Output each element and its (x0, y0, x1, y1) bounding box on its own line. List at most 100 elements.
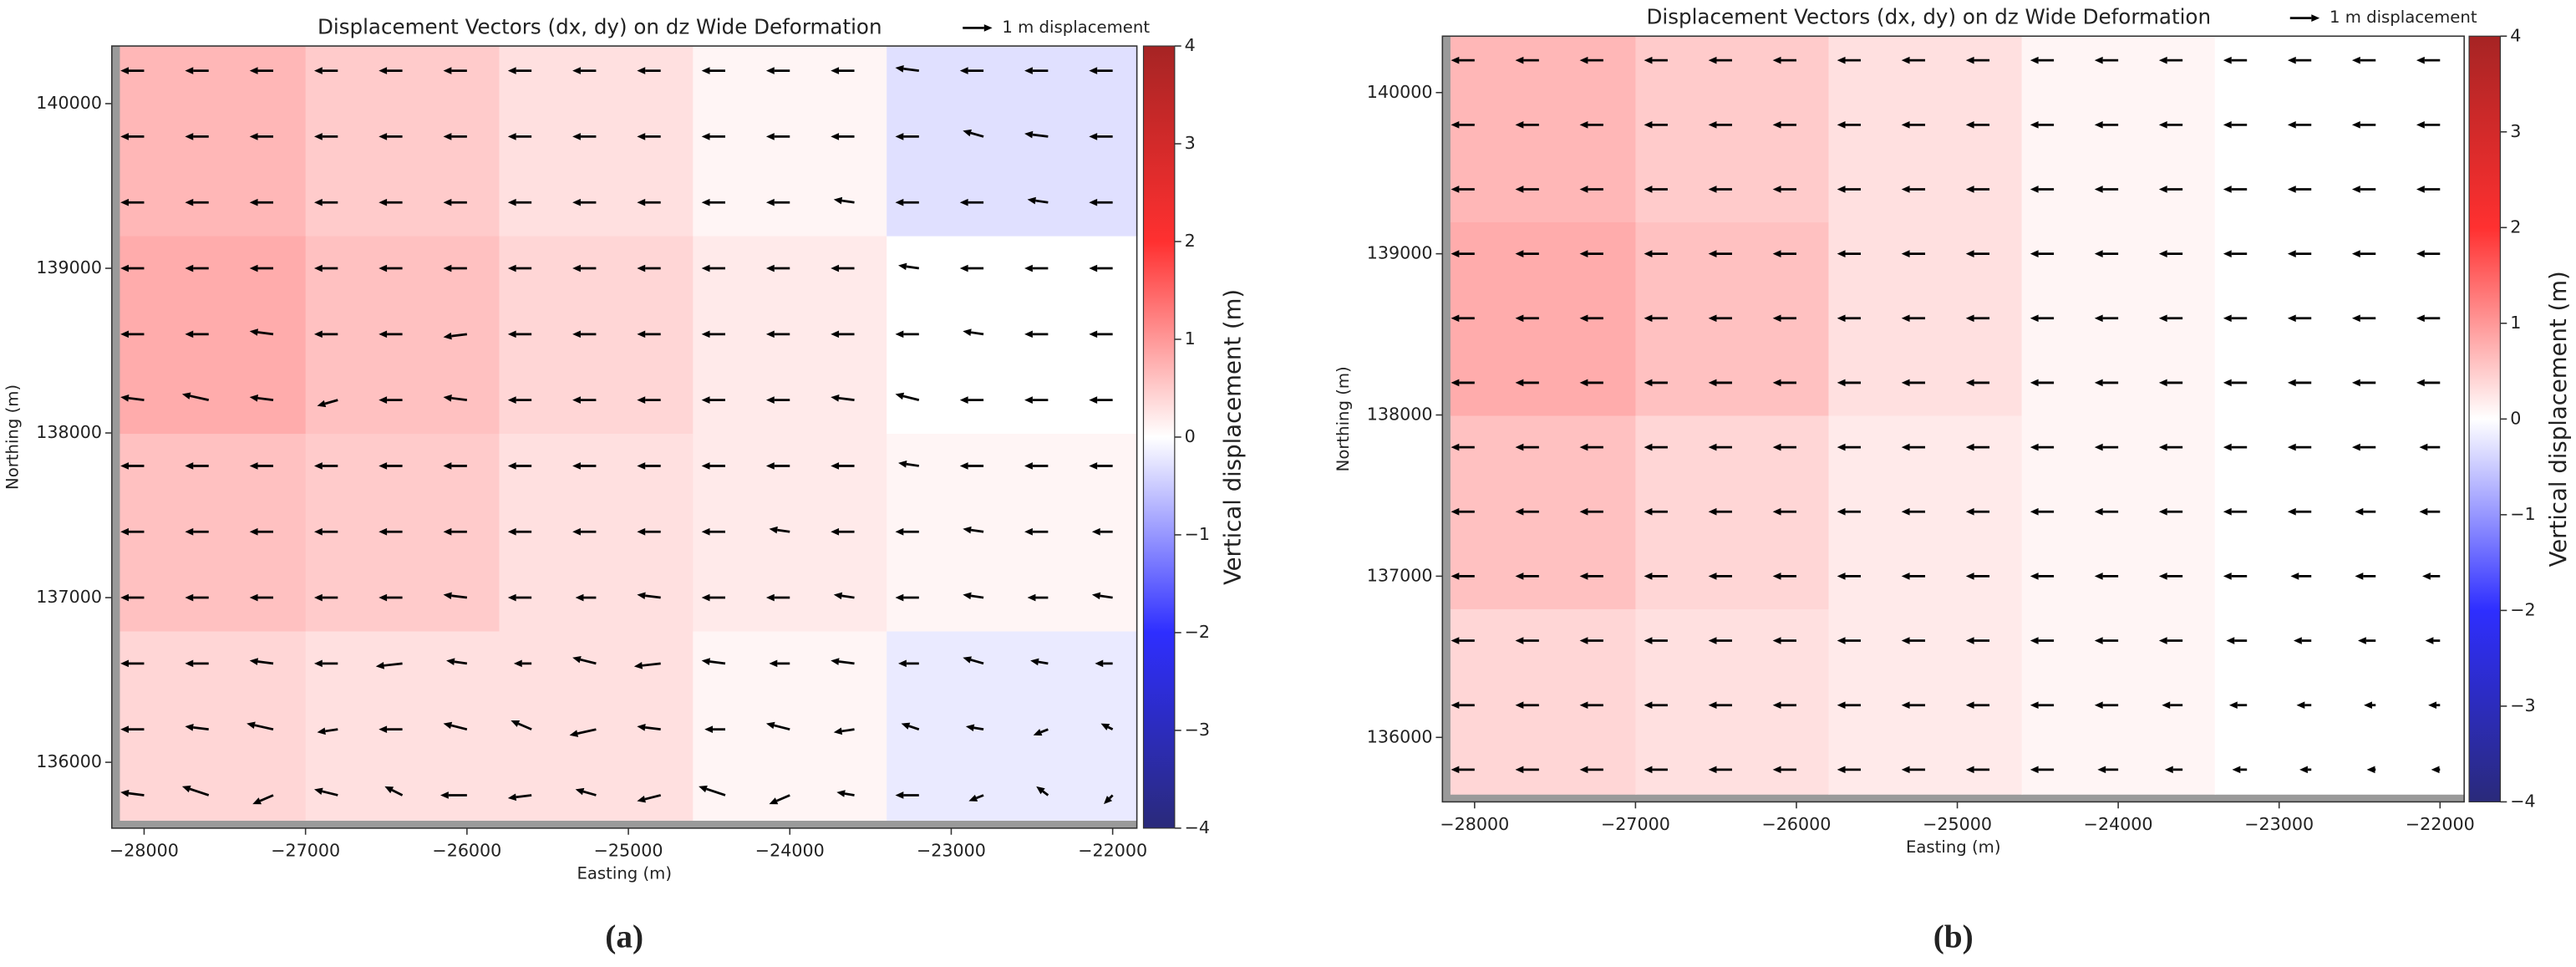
arrow-shaft (451, 333, 468, 338)
arrow-head (1708, 637, 1717, 644)
arrow-head (379, 198, 388, 206)
arrow-head (1024, 264, 1033, 272)
arrow (507, 67, 532, 74)
arrow (959, 67, 984, 74)
arrow (1644, 766, 1668, 774)
arrow (1089, 330, 1113, 338)
arrow-head (2030, 637, 2039, 644)
arrow (1091, 527, 1113, 536)
arrow (2030, 701, 2055, 710)
arrow-head (2287, 507, 2296, 516)
arrow-head (507, 67, 516, 74)
x-tick-label: −22000 (1078, 840, 1147, 860)
arrow-head (120, 264, 129, 272)
arrow (2299, 766, 2312, 774)
arrow-head (2358, 637, 2366, 644)
x-tick-label: −24000 (2084, 814, 2153, 834)
dz-cell (1450, 36, 1637, 223)
arrow-head (507, 593, 516, 602)
arrow (637, 527, 661, 536)
colorbar-label: Vertical displacement (m) (1220, 289, 1247, 585)
arrow (701, 593, 725, 602)
arrow (2164, 766, 2183, 774)
arrow-shaft (970, 594, 984, 599)
x-tick-label: −26000 (432, 840, 501, 860)
arrow (443, 198, 467, 206)
arrow-head (1708, 121, 1717, 129)
arrow-head (1708, 443, 1717, 451)
arrow-shaft (902, 394, 920, 401)
arrow (1579, 314, 1603, 323)
arrow (1089, 133, 1113, 140)
arrow-head (2223, 314, 2232, 323)
arrow-shaft (706, 787, 726, 797)
arrow (1965, 379, 1990, 387)
panel-caption: (b) (1933, 919, 1974, 955)
arrow-shaft (257, 660, 274, 665)
arrow (2287, 507, 2312, 516)
arrow (379, 133, 403, 140)
arrow (769, 794, 790, 805)
arrow (895, 593, 919, 602)
arrow-head (507, 462, 516, 470)
arrow-head (1644, 507, 1653, 516)
arrow-shaft (257, 396, 274, 401)
arrow (831, 264, 855, 272)
arrow-shaft (970, 331, 984, 336)
arrow (637, 330, 661, 338)
arrow-head (1515, 701, 1524, 710)
arrow (1901, 507, 1926, 516)
arrow (831, 527, 855, 536)
arrow-shaft (970, 528, 984, 533)
arrow (1708, 443, 1732, 451)
arrow-head (2351, 443, 2360, 451)
axes: −28000 −27000 −26000 −25000 −24000 −23000 −220… (3, 14, 1246, 954)
arrow (2355, 507, 2376, 516)
arrow (1837, 56, 1862, 64)
arrow (1451, 379, 1475, 387)
arrow-head (2428, 701, 2436, 710)
arrow-head (765, 462, 775, 470)
arrow-head (1837, 637, 1846, 644)
arrow (1708, 56, 1732, 64)
arrow (1708, 379, 1732, 387)
x-tick-label: −24000 (755, 840, 825, 860)
arrow-head (965, 724, 975, 732)
arrow (2416, 121, 2441, 129)
arrow-head (1965, 766, 1974, 774)
arrow (2223, 250, 2248, 257)
arrow-head (968, 794, 978, 802)
arrow (120, 593, 145, 602)
arrow-head (575, 787, 585, 796)
arrow-head (443, 332, 452, 340)
arrow-head (185, 659, 194, 668)
arrow-head (313, 67, 323, 74)
arrow-head (2223, 443, 2232, 451)
arrow (1965, 121, 1990, 129)
arrow-head (2094, 250, 2103, 257)
arrow-head (1451, 443, 1460, 451)
arrow (1579, 507, 1603, 516)
arrow (2293, 637, 2312, 644)
arrow-shaft (644, 594, 661, 599)
arrow-head (379, 396, 388, 404)
arrow (704, 725, 725, 733)
arrow-head (249, 527, 258, 536)
dz-cell (1828, 608, 2023, 795)
arrow (963, 328, 984, 336)
arrow (181, 785, 210, 797)
axes-border (111, 45, 1138, 829)
arrow (1515, 637, 1539, 644)
arrow (1515, 701, 1539, 710)
arrow-shaft (1107, 725, 1114, 730)
arrow-head (185, 724, 194, 731)
arrow-head (2431, 766, 2440, 774)
arrow (2097, 766, 2119, 774)
arrow-head (1024, 396, 1033, 404)
arrow-head (443, 527, 452, 536)
arrow (1772, 637, 1796, 644)
arrow (2030, 507, 2055, 516)
arrow-head (2232, 766, 2241, 774)
arrow-head (443, 264, 452, 272)
arrow (440, 791, 467, 799)
